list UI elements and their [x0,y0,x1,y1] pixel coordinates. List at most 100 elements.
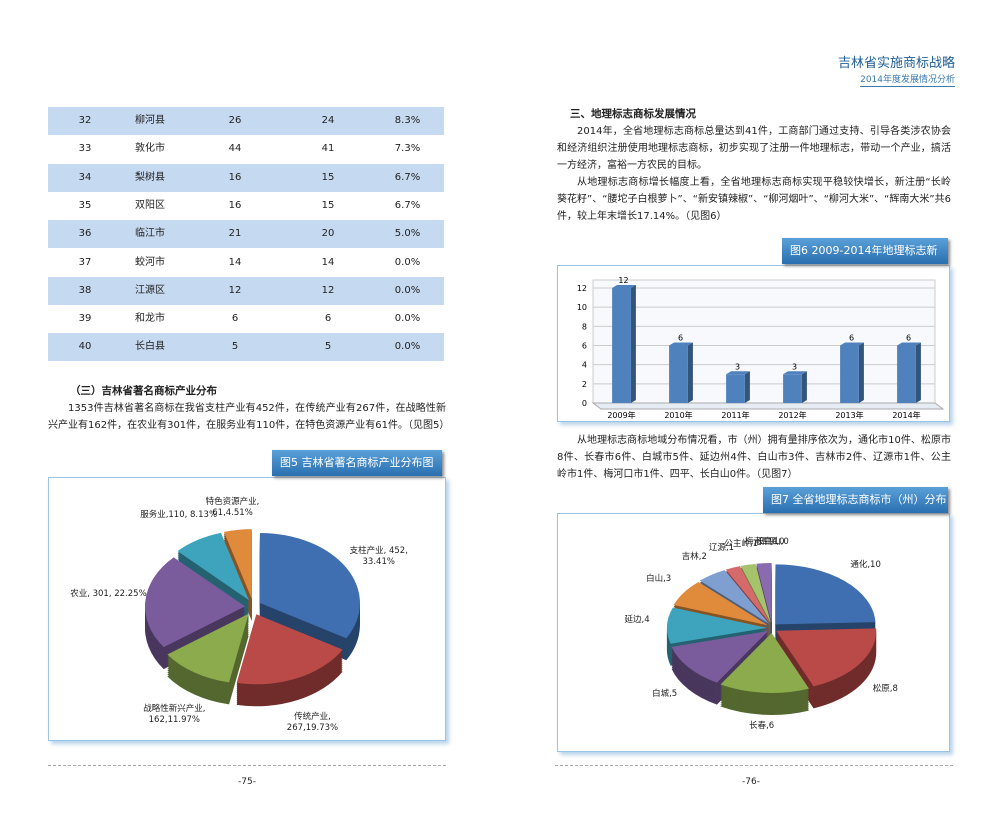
table-cell: 40 [78,341,92,353]
table-cell: 16 [228,171,242,183]
data-label: 服务业,110, 8.13% [140,509,218,520]
data-label: 战略性新兴产业, 162,11.97% [143,704,206,726]
data-label: 农业, 301, 22.25% [70,589,147,600]
table-row: 33 敦化市 44 41 7.3% [48,135,444,165]
y-tick-label: 12 [577,284,587,293]
bar-side [687,342,693,403]
page-number: -75- [238,777,256,787]
data-label: 3 [735,362,740,371]
table-cell: 15 [321,171,335,183]
table-row: 35 双阳区 16 15 6.7% [48,191,444,221]
table-cell: 0.0% [394,313,421,325]
pie-slice [720,632,809,693]
table-row: 39 和龙市 6 6 0.0% [48,305,444,335]
table-cell: 6.7% [394,199,421,211]
data-label: 特色资源产业, 61,4.51% [205,496,260,518]
table-cell: 6 [231,313,239,325]
data-label: 四平,0 [759,537,785,547]
data-label: 白山,3 [646,573,672,584]
bar [612,288,631,403]
footer-rule [555,765,953,766]
table-cell: 34 [78,171,92,183]
pie-slice [725,566,771,624]
pie-slice [673,582,768,626]
y-tick-label: 0 [582,399,587,408]
pie-chart [145,529,360,707]
paragraph: 从地理标志商标增长幅度上看，全省地理标志商标实现平稳较快增长，新注册“长岭葵花籽… [557,177,951,222]
table-cell: 41 [321,143,335,155]
figure-title: 图7 全省地理标志商标市（州）分布图 [763,487,948,532]
pie-slice [671,631,769,683]
data-label: 传统产业, 267,19.73% [286,711,339,733]
header-subtitle: 2014年度发展情况分析 [860,75,955,85]
table-row: 32 柳河县 26 24 8.3% [48,107,444,136]
pie-slice [775,564,876,625]
y-tick-label: 8 [582,322,587,331]
page-number: -76- [742,777,760,787]
table-cell: 蛟河市 [135,256,165,268]
data-label: 3 [792,362,797,371]
data-label: 6 [906,334,911,343]
bar [840,345,859,403]
table-cell: 8.3% [394,115,421,126]
data-label: 6 [849,334,854,343]
table-cell: 6.7% [394,171,421,183]
table-cell: 和龙市 [135,313,165,325]
table-cell: 敦化市 [135,143,165,155]
section-heading: （三）吉林省著名商标产业分布 [70,385,217,397]
table-cell: 16 [228,199,242,211]
data-label: 12 [618,276,628,285]
table-cell: 双阳区 [135,199,165,211]
y-tick-label: 4 [582,361,587,370]
pie-slice [177,532,249,601]
bar-chart: 0 2 4 6 8 10 12 12 2009年 6 2010年 3 2011年 3 2012年 6 2013年… [577,276,945,420]
table-cell: 5 [231,341,239,353]
pie-slice [756,563,772,624]
table-cell: 44 [228,143,242,155]
bar-side [801,371,807,403]
data-label: 延边,4 [624,614,650,625]
table-cell: 12 [228,284,242,296]
data-label: 辽源,1 [708,542,735,553]
bar [783,374,802,403]
figure-title: 图5 吉林省著名商标产业分布图 [272,450,442,476]
table-cell: 5 [324,341,332,353]
x-tick-label: 2014年 [892,410,920,420]
section-heading: 三、地理标志商标发展情况 [570,108,696,120]
table-row: 36 临江市 21 20 5.0% [48,220,444,250]
table-cell: 6 [324,313,332,325]
bar-top [726,371,750,375]
data-label: 梅河口,1 [744,537,779,548]
plot-wall [592,279,936,404]
data-label: 公主岭,1 [724,539,759,550]
pie-slice [223,529,252,600]
table-cell: 38 [78,284,92,296]
table-cell: 20 [321,228,335,240]
table-cell: 梨树县 [135,171,165,183]
table-cell: 江源区 [135,284,165,296]
table-cell: 15 [321,199,335,211]
table-cell: 柳河县 [135,115,165,126]
pie-slice [236,614,343,685]
data-label: 支柱产业, 452, 33.41% [349,546,408,568]
table-cell: 5.0% [394,228,421,240]
table-cell: 24 [321,115,335,126]
data-label: 白城,5 [652,689,678,700]
pie-slice [667,607,768,644]
bar [726,374,745,403]
header-rule [860,86,955,87]
bar-top [612,285,636,288]
pie-chart [667,563,877,715]
bar-side [630,285,636,403]
paragraph: 2014年，全省地理标志商标总量达到41件，工商部门通过支持、引导各类涉农协会和… [557,126,951,171]
table-cell: 14 [228,256,242,268]
x-tick-label: 2012年 [778,410,806,420]
bar-top [783,371,807,375]
pie-slice [259,533,360,639]
pie-slice [167,613,249,683]
bar [669,345,688,403]
table-row: 40 长白县 5 5 0.0% [48,333,444,363]
table-cell: 33 [78,143,92,155]
pie-slice [145,557,246,648]
